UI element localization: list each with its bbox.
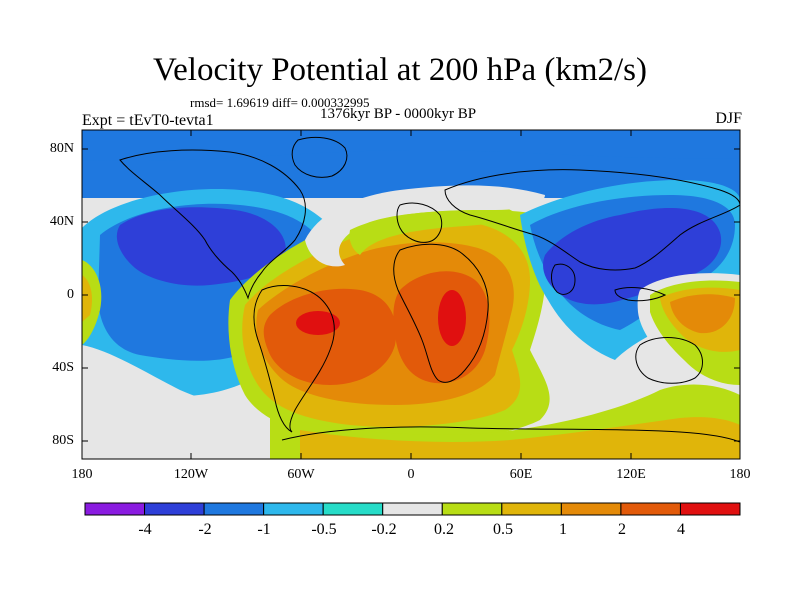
colorbar-label: -0.5: [311, 521, 337, 538]
colorbar-swatch: [679, 502, 741, 516]
field-max-africa: [438, 290, 466, 346]
colorbar-swatch: [263, 502, 324, 516]
period-label: 1376kyr BP - 0000kyr BP: [320, 106, 477, 122]
antarctica-outline: [281, 426, 740, 443]
chart-title: Velocity Potential at 200 hPa (km2/s): [152, 52, 648, 88]
field-southern-yellow: [300, 417, 740, 459]
colorbar-label: 0.5: [493, 521, 513, 538]
colorbar-label: 4: [677, 521, 685, 538]
europe-outline: [396, 202, 443, 243]
field-westpacific-orange: [670, 294, 735, 334]
north-america-outline: [119, 149, 306, 300]
colorbar-swatch: [501, 502, 562, 516]
colorbar-swatch: [144, 502, 205, 516]
colorbar-swatch: [203, 502, 265, 516]
field-eastpacific-yellow: [82, 275, 93, 322]
axis-ticks: [82, 130, 740, 459]
colorbar-swatch: [620, 502, 681, 516]
lon-tick-120w: 120W: [173, 467, 209, 482]
field-north-blue-cap: [82, 130, 740, 162]
colorbar-label: -0.2: [371, 521, 397, 538]
lon-tick-120e: 120E: [616, 467, 646, 482]
field-north-atlantic-white: [305, 185, 545, 267]
stats-label: rmsd= 1.69619 diff= 0.000332995: [190, 95, 370, 110]
colorbar-label: -4: [138, 521, 152, 538]
lon-tick-180e: 180: [729, 467, 751, 482]
colorbar-swatch: [322, 502, 384, 516]
colorbar-swatch: [84, 502, 146, 516]
lat-tick-80s: 80S: [52, 433, 74, 448]
lon-tick-180w: 180: [71, 467, 93, 482]
experiment-label: Expt = tEvT0-tevta1: [82, 112, 214, 129]
asia-outline: [444, 169, 740, 271]
field-west-darkblue: [116, 207, 286, 286]
australia-outline: [635, 337, 703, 384]
colorbar-swatch: [382, 502, 443, 516]
colorbar-label: -1: [257, 521, 271, 538]
greenland-outline: [291, 136, 348, 178]
field-max-south-america: [296, 311, 340, 335]
colorbar-label: 1: [559, 521, 567, 538]
colorbar-swatch: [560, 502, 622, 516]
colorbar-swatch: [441, 502, 503, 516]
colorbar-label: 0.2: [434, 521, 454, 538]
coastline-layer: [119, 136, 740, 443]
lat-tick-40n: 40N: [49, 214, 74, 229]
maritime-continent-outline: [614, 287, 667, 302]
field-south-pacific-white: [82, 345, 270, 459]
lat-tick-40s: 40S: [52, 360, 74, 375]
lon-tick-0: 0: [407, 467, 415, 482]
lat-tick-0: 0: [67, 287, 74, 302]
field-positive-red-south-america: [263, 288, 397, 385]
colorbar-label: 2: [618, 521, 626, 538]
south-america-outline: [253, 285, 335, 433]
colorbar-label: -2: [198, 521, 212, 538]
lat-tick-80n: 80N: [49, 141, 74, 156]
season-label: DJF: [715, 110, 742, 127]
lon-tick-60w: 60W: [287, 467, 315, 482]
lon-tick-60e: 60E: [509, 467, 533, 482]
india-outline: [551, 263, 576, 295]
africa-outline: [393, 243, 489, 383]
contour-fill-layer: [82, 130, 740, 459]
colorbar: [84, 502, 741, 516]
